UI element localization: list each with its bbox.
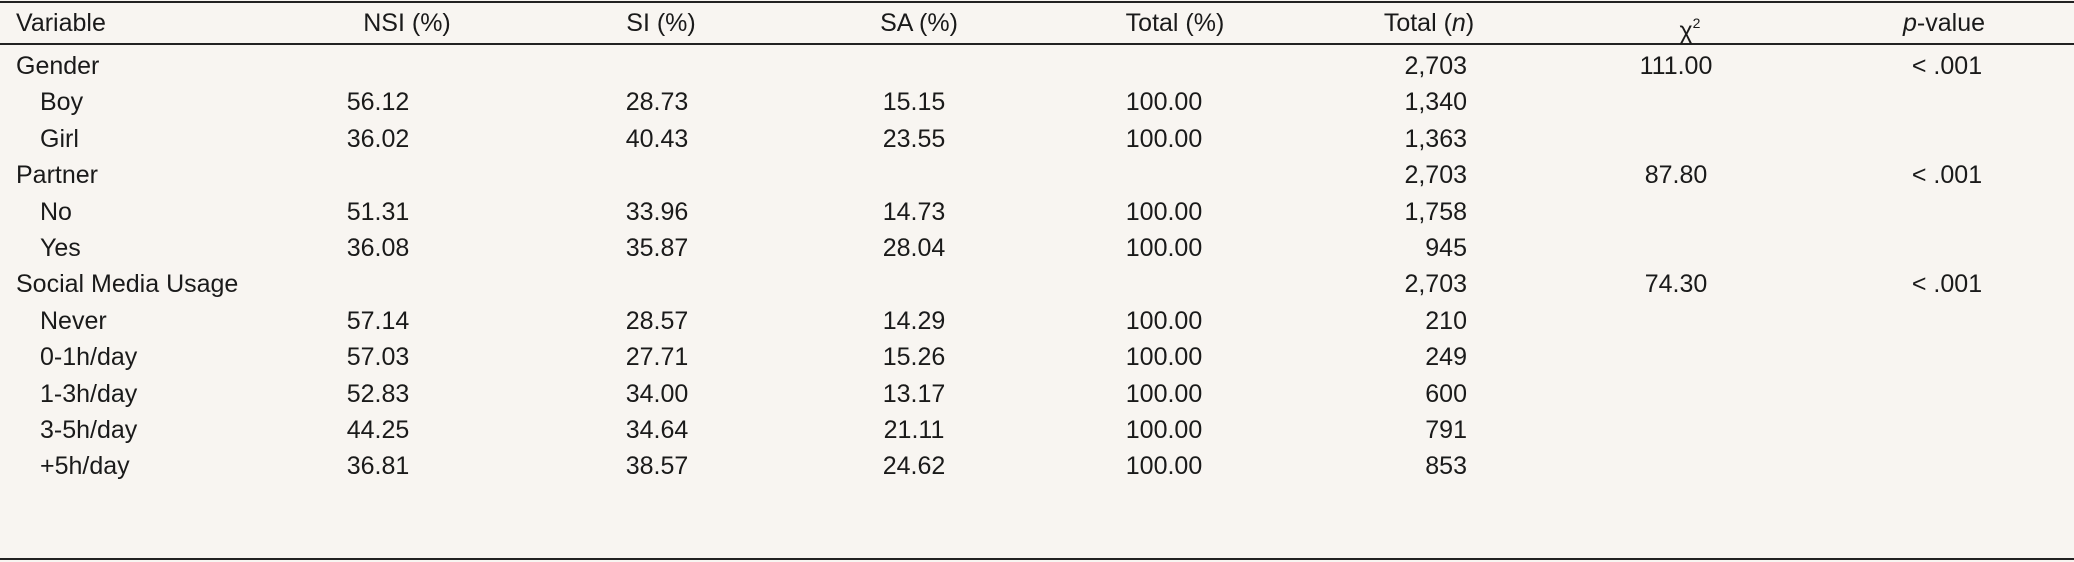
value-cell: 2,703 — [1404, 52, 1467, 80]
value-cell: 51.31 — [346, 197, 410, 226]
header-text: Total ( — [1383, 9, 1452, 37]
header-text: ) — [1465, 9, 1475, 37]
value-cell: 13.17 — [882, 379, 946, 408]
header-text: -value — [1916, 9, 1985, 37]
value-cell: 56.12 — [346, 88, 410, 117]
value-cell: 791 — [1425, 416, 1467, 444]
value-cell: 28.04 — [882, 234, 946, 262]
value-cell: 1,758 — [1404, 197, 1467, 226]
header-cell: Total (%) — [975, 8, 1375, 38]
header-cell: p-value — [1744, 8, 2074, 38]
row-label: Partner — [16, 161, 98, 190]
row-label: Never — [40, 306, 107, 335]
header-cell: SA (%) — [719, 8, 1119, 38]
value-cell: 35.87 — [625, 234, 689, 262]
row-label: No — [40, 197, 72, 226]
header-cell: Variable — [16, 8, 106, 38]
value-cell: 600 — [1425, 379, 1467, 408]
bottom-rule — [0, 558, 2074, 560]
value-cell: 52.83 — [346, 379, 410, 408]
row-label: 1-3h/day — [40, 379, 138, 408]
value-cell: 14.29 — [882, 306, 946, 335]
value-cell: 34.64 — [625, 416, 689, 444]
header-cell: SI (%) — [461, 8, 861, 38]
value-cell: 2,703 — [1404, 270, 1467, 299]
value-cell: 100.00 — [1125, 88, 1203, 117]
value-cell: 111.00 — [1639, 52, 1713, 80]
header-text: Variable — [16, 9, 106, 37]
value-cell: 2,703 — [1404, 161, 1467, 190]
header-cell: χ2 — [1490, 8, 1890, 46]
header-text: 2 — [1692, 15, 1701, 31]
value-cell: 24.62 — [882, 452, 946, 481]
row-label: +5h/day — [40, 452, 130, 481]
value-cell: 100.00 — [1125, 416, 1203, 444]
header-rule — [0, 43, 2074, 45]
value-cell: 15.26 — [882, 343, 946, 372]
value-cell: 100.00 — [1125, 197, 1203, 226]
row-label: Gender — [16, 52, 100, 80]
value-cell: 100.00 — [1125, 343, 1203, 372]
header-text: NSI (%) — [363, 9, 451, 37]
header-text: n — [1451, 9, 1466, 37]
row-label: Yes — [40, 234, 81, 262]
row-label: Boy — [40, 88, 84, 117]
value-cell: 57.14 — [346, 306, 410, 335]
row-label: Girl — [40, 124, 79, 153]
row-label: 0-1h/day — [40, 343, 138, 372]
value-cell: 100.00 — [1125, 379, 1203, 408]
value-cell: 57.03 — [346, 343, 410, 372]
value-cell: 15.15 — [882, 88, 946, 117]
header-text: Total (%) — [1125, 9, 1225, 37]
value-cell: 1,340 — [1404, 88, 1467, 117]
value-cell: 249 — [1425, 343, 1467, 372]
top-rule — [0, 1, 2074, 3]
value-cell: < .001 — [1911, 52, 1983, 80]
row-label: 3-5h/day — [40, 416, 138, 444]
value-cell: 36.02 — [346, 124, 410, 153]
value-cell: 27.71 — [625, 343, 689, 372]
row-label: Social Media Usage — [16, 270, 239, 299]
value-cell: 210 — [1425, 306, 1467, 335]
header-text: p — [1903, 9, 1917, 37]
value-cell: 100.00 — [1125, 306, 1203, 335]
value-cell: 38.57 — [625, 452, 689, 481]
value-cell: 14.73 — [882, 197, 946, 226]
value-cell: 44.25 — [346, 416, 410, 444]
value-cell: 945 — [1425, 234, 1467, 262]
header-text: χ — [1679, 17, 1693, 45]
value-cell: 87.80 — [1644, 161, 1708, 190]
value-cell: < .001 — [1911, 161, 1983, 190]
value-cell: 23.55 — [882, 124, 946, 153]
value-cell: 100.00 — [1125, 452, 1203, 481]
header-text: SA (%) — [880, 9, 958, 37]
value-cell: 28.57 — [625, 306, 689, 335]
header-cell: Total (n) — [1229, 8, 1629, 38]
value-cell: 74.30 — [1644, 270, 1708, 299]
value-cell: 100.00 — [1125, 234, 1203, 262]
value-cell: < .001 — [1911, 270, 1983, 299]
header-text: SI (%) — [626, 9, 696, 37]
value-cell: 28.73 — [625, 88, 689, 117]
value-cell: 34.00 — [625, 379, 689, 408]
value-cell: 36.08 — [346, 234, 410, 262]
value-cell: 36.81 — [346, 452, 410, 481]
header-cell: NSI (%) — [207, 8, 607, 38]
value-cell: 21.11 — [883, 416, 945, 444]
value-cell: 40.43 — [625, 124, 689, 153]
value-cell: 33.96 — [625, 197, 689, 226]
value-cell: 853 — [1425, 452, 1467, 481]
value-cell: 100.00 — [1125, 124, 1203, 153]
value-cell: 1,363 — [1404, 124, 1467, 153]
